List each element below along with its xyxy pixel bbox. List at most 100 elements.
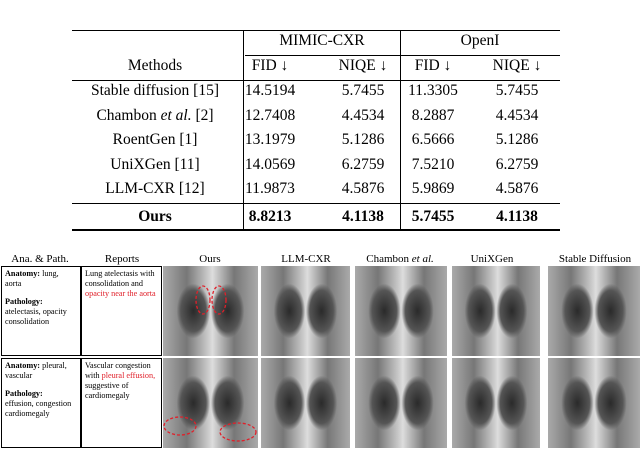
method-cell: Chambon et al. [2]	[96, 107, 213, 125]
label: Pathology:	[5, 389, 43, 398]
value-cell: 8.2887	[411, 106, 455, 124]
text-segment: Ours	[138, 208, 172, 225]
text-segment: Stable diffusion [15]	[90, 82, 220, 99]
value-cell: 5.1286	[495, 131, 539, 149]
rule	[243, 30, 244, 230]
column-header: Methods	[127, 57, 183, 74]
method-cell: Ours	[138, 208, 172, 226]
text-segment: LLM-CXR	[281, 253, 331, 265]
pathology: atelectasis, opacity consolidation	[5, 307, 67, 326]
rule	[245, 55, 560, 56]
value-cell: 5.1286	[341, 131, 385, 149]
value-cell: 6.2759	[341, 155, 385, 173]
value-cell: 4.5876	[495, 180, 539, 198]
value-cell: 4.4534	[341, 106, 385, 124]
annotation-cell: Anatomy: pleural, vascular Pathology: effu…	[1, 358, 81, 448]
annotation	[163, 416, 197, 436]
value-cell: 7.5210	[411, 155, 455, 173]
anatomy: lung, aorta	[5, 269, 59, 288]
method-cell: Stable diffusion [15]	[91, 82, 219, 100]
group-header: OpenI	[460, 32, 500, 49]
value-cell: 11.3305	[408, 82, 458, 99]
value-cell: 4.1138	[496, 208, 538, 225]
value-cell: 5.7455	[341, 82, 385, 99]
rule	[400, 30, 401, 230]
label: Anatomy:	[5, 361, 41, 370]
label: Anatomy:	[5, 269, 41, 278]
xray-image	[548, 358, 640, 448]
figure-header: Stable Diffusion	[559, 253, 631, 265]
figure-header: Ours	[199, 253, 220, 265]
method-cell: RoentGen [1]	[113, 131, 198, 149]
column-header: FID ↓	[414, 57, 452, 74]
text-segment: pleural effusion,	[101, 371, 156, 380]
figure-header: Ana. & Path.	[11, 253, 68, 265]
text-segment: opacity near the aorta	[85, 289, 156, 298]
column-header: FID ↓	[251, 57, 289, 74]
annotation	[195, 285, 211, 315]
column-header: NIQE ↓	[492, 57, 542, 74]
value-cell: 6.2759	[495, 155, 539, 173]
value-cell: 4.1138	[342, 208, 384, 225]
text-segment: et al.	[411, 253, 434, 265]
value-cell: 14.0569	[244, 155, 296, 173]
text-segment: et al.	[160, 106, 192, 124]
label: Pathology:	[5, 297, 43, 306]
report-cell: Vascular congestion with pleural effusio…	[81, 358, 162, 448]
text-segment: Chambon	[96, 106, 161, 124]
annotation	[219, 422, 257, 442]
value-cell: 4.4534	[495, 106, 539, 124]
report-cell: Lung atelectasis with consolidation and …	[81, 266, 162, 356]
value-cell: 14.5194	[244, 82, 296, 99]
rule	[72, 30, 560, 31]
text-segment: Vascular congestion with	[85, 361, 151, 380]
rule	[72, 229, 560, 231]
value-cell: 6.5666	[411, 131, 455, 149]
value-cell: 11.9873	[245, 180, 295, 198]
figure-header: Chambon et al.	[366, 253, 434, 265]
text-segment: Reports	[104, 253, 140, 265]
text-segment: UniXGen [11]	[110, 155, 200, 173]
figure-header: UniXGen	[471, 253, 514, 265]
rule	[72, 80, 560, 81]
value-cell: 5.7455	[411, 208, 455, 225]
value-cell: 13.1979	[244, 131, 296, 149]
text-segment: Lung atelectasis with consolidation and	[85, 269, 155, 288]
text-segment: UniXGen	[470, 253, 514, 265]
text-segment: [2]	[191, 106, 214, 124]
xray-image	[163, 266, 258, 356]
column-header: NIQE ↓	[338, 57, 388, 74]
figure-header: LLM-CXR	[281, 253, 331, 265]
xray-image	[261, 358, 350, 448]
text-segment: Stable Diffusion	[558, 253, 632, 265]
value-cell: 12.7408	[244, 106, 296, 124]
spacer	[5, 289, 77, 297]
xray-image	[355, 358, 447, 448]
value-cell: 8.8213	[248, 208, 292, 225]
value-cell: 5.9869	[411, 180, 455, 198]
spacer	[5, 381, 77, 389]
annotation-cell: Anatomy: lung, aorta Pathology: atelectasi…	[1, 266, 81, 356]
method-cell: UniXGen [11]	[110, 156, 199, 174]
text-segment: LLM-CXR [12]	[105, 180, 205, 198]
xray-image	[355, 266, 447, 356]
value-cell: 5.7455	[495, 82, 539, 99]
group-header: MIMIC-CXR	[279, 32, 365, 49]
text-segment: Ana. & Path.	[11, 253, 69, 265]
xray-image	[261, 266, 350, 356]
value-cell: 4.5876	[341, 180, 385, 198]
text-segment: Ours	[199, 253, 221, 265]
xray-image	[452, 266, 540, 356]
annotation	[211, 285, 227, 315]
text-segment: RoentGen [1]	[112, 131, 198, 149]
xray-image	[548, 266, 640, 356]
xray-image	[452, 358, 540, 448]
rule	[72, 203, 560, 204]
text-segment: suggestive of cardiomegaly	[85, 381, 130, 400]
pathology: effusion, congestion cardiomegaly	[5, 399, 72, 418]
xray-image	[163, 358, 258, 448]
anatomy: pleural, vascular	[5, 361, 67, 380]
method-cell: LLM-CXR [12]	[105, 180, 204, 198]
figure-header: Reports	[105, 253, 139, 265]
